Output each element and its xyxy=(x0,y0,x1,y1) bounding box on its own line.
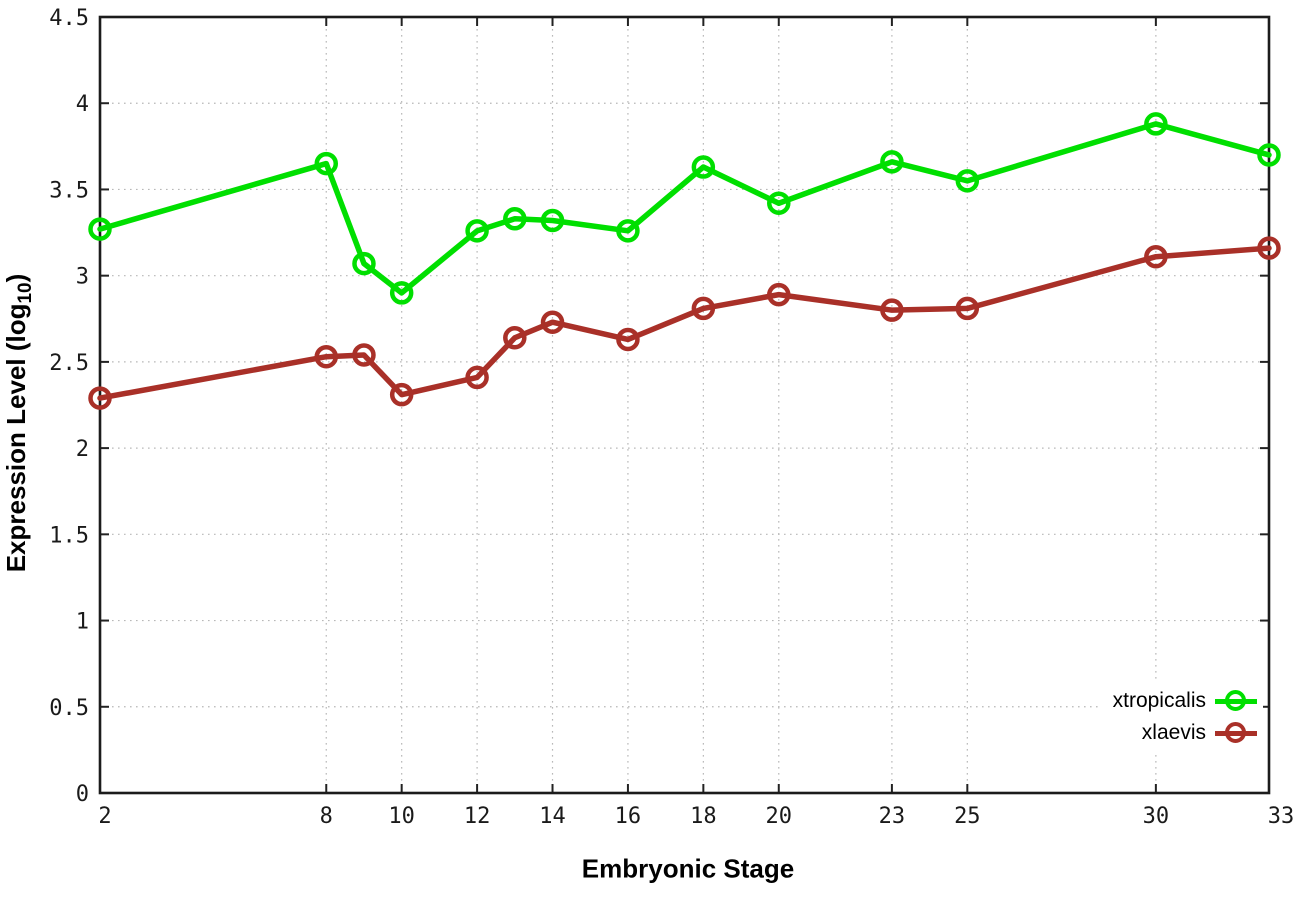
data-point-xlaevis xyxy=(540,310,565,334)
data-point-xtropicalis xyxy=(314,151,339,176)
y-tick-label: 0.5 xyxy=(49,696,89,721)
y-tick-label: 0 xyxy=(76,782,89,807)
data-point-xtropicalis xyxy=(503,207,527,231)
x-tick-label: 8 xyxy=(320,804,333,829)
data-point-xtropicalis xyxy=(1144,112,1168,136)
x-tick-label: 16 xyxy=(615,804,642,829)
x-tick-label: 18 xyxy=(690,804,717,829)
y-tick-label: 3 xyxy=(76,265,89,290)
y-axis-title-suffix: ) xyxy=(0,273,31,283)
legend-item-xlaevis: xlaevis xyxy=(1113,719,1257,747)
data-point-xtropicalis xyxy=(616,219,640,243)
x-tick-label: 12 xyxy=(464,804,491,829)
x-tick-label: 14 xyxy=(539,804,566,829)
data-point-xlaevis xyxy=(767,282,791,307)
legend-circle-icon xyxy=(1225,690,1246,711)
data-point-xlaevis xyxy=(1144,244,1168,269)
y-tick-label: 2 xyxy=(76,437,89,462)
y-tick-label: 2.5 xyxy=(49,351,89,376)
y-tick-label: 1.5 xyxy=(49,523,89,548)
data-point-xlaevis xyxy=(88,386,112,410)
y-tick-label: 3.5 xyxy=(49,178,89,203)
data-point-xtropicalis xyxy=(88,217,112,241)
series-line-xtropicalis xyxy=(97,121,1272,296)
data-point-xtropicalis xyxy=(1257,143,1281,167)
data-point-xlaevis xyxy=(352,343,376,367)
y-tick-label: 4 xyxy=(76,92,89,117)
legend-label-xtropicalis: xtropicalis xyxy=(1112,689,1206,712)
data-point-xlaevis xyxy=(691,296,716,321)
data-point-xtropicalis xyxy=(540,208,565,233)
x-axis-title: Embryonic Stage xyxy=(581,853,795,884)
data-point-xlaevis xyxy=(880,298,904,322)
x-tick-label: 33 xyxy=(1268,804,1295,829)
y-tick-label: 1 xyxy=(76,610,89,635)
y-axis-title: Expression Level (log10) xyxy=(1,274,37,573)
legend-circle-icon xyxy=(1225,722,1246,743)
y-axis-title-text: Expression Level (log xyxy=(0,303,31,573)
plot-frame xyxy=(98,15,1271,795)
data-point-xtropicalis xyxy=(767,191,791,215)
data-point-xlaevis xyxy=(1257,236,1281,260)
legend-marker-xtropicalis xyxy=(1215,688,1257,714)
data-point-xtropicalis xyxy=(691,155,716,179)
y-tick-label: 4.5 xyxy=(49,6,89,31)
legend-marker-xlaevis xyxy=(1215,720,1257,746)
x-tick-label: 23 xyxy=(879,804,906,829)
data-point-xlaevis xyxy=(955,296,980,321)
x-tick-label: 20 xyxy=(766,804,793,829)
x-tick-label: 25 xyxy=(954,804,981,829)
data-point-xlaevis xyxy=(389,382,414,407)
legend: xtropicalis xlaevis xyxy=(1098,683,1263,751)
data-point-xlaevis xyxy=(503,325,527,350)
data-point-xtropicalis xyxy=(352,251,376,276)
data-point-xtropicalis xyxy=(465,219,489,243)
y-axis-title-subscript: 10 xyxy=(15,282,37,304)
data-point-xlaevis xyxy=(465,365,489,390)
legend-item-xtropicalis: xtropicalis xyxy=(1113,687,1257,715)
legend-label-xlaevis: xlaevis xyxy=(1141,721,1206,744)
series-line-xlaevis xyxy=(97,245,1272,401)
x-tick-label: 30 xyxy=(1143,804,1170,829)
x-tick-label: 10 xyxy=(388,804,415,829)
data-point-xtropicalis xyxy=(955,169,980,193)
data-point-xtropicalis xyxy=(389,281,414,305)
data-point-xtropicalis xyxy=(880,150,904,174)
x-tick-label: 2 xyxy=(98,804,111,829)
data-point-xlaevis xyxy=(314,344,339,369)
data-point-xlaevis xyxy=(616,327,640,352)
